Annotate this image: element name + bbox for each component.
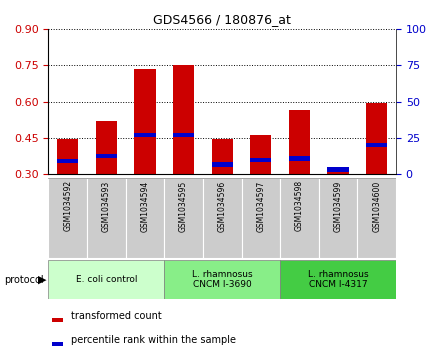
Bar: [366, 103, 387, 174]
Bar: [280, 260, 396, 299]
Bar: [357, 178, 396, 258]
Bar: [87, 178, 126, 258]
Bar: [327, 170, 348, 174]
Text: GSM1034594: GSM1034594: [140, 180, 150, 232]
Bar: [126, 178, 164, 258]
Bar: [57, 159, 78, 163]
Bar: [134, 69, 156, 174]
Bar: [289, 110, 310, 174]
Bar: [327, 167, 348, 172]
Bar: [48, 178, 87, 258]
Text: GSM1034592: GSM1034592: [63, 180, 72, 231]
Text: E. coli control: E. coli control: [76, 275, 137, 284]
Bar: [52, 318, 63, 322]
Bar: [96, 154, 117, 158]
Bar: [164, 260, 280, 299]
Text: L. rhamnosus
CNCM I-4317: L. rhamnosus CNCM I-4317: [308, 270, 368, 289]
Text: percentile rank within the sample: percentile rank within the sample: [71, 335, 236, 345]
Text: ▶: ▶: [37, 274, 46, 285]
Text: GSM1034595: GSM1034595: [179, 180, 188, 232]
Text: GSM1034597: GSM1034597: [257, 180, 265, 232]
Bar: [280, 178, 319, 258]
Bar: [173, 133, 194, 137]
Text: GSM1034598: GSM1034598: [295, 180, 304, 231]
Bar: [250, 135, 271, 174]
Bar: [366, 143, 387, 147]
Bar: [212, 139, 233, 174]
Bar: [289, 156, 310, 161]
Text: GSM1034599: GSM1034599: [334, 180, 343, 232]
Text: GSM1034600: GSM1034600: [372, 180, 381, 232]
Bar: [319, 178, 357, 258]
Text: L. rhamnosus
CNCM I-3690: L. rhamnosus CNCM I-3690: [192, 270, 253, 289]
Text: transformed count: transformed count: [71, 311, 162, 321]
Bar: [57, 139, 78, 174]
Bar: [134, 133, 156, 137]
Title: GDS4566 / 180876_at: GDS4566 / 180876_at: [153, 13, 291, 26]
Text: GSM1034596: GSM1034596: [218, 180, 227, 232]
Bar: [250, 158, 271, 162]
Bar: [96, 121, 117, 174]
Text: protocol: protocol: [4, 274, 44, 285]
Bar: [52, 342, 63, 346]
Bar: [203, 178, 242, 258]
Bar: [48, 260, 164, 299]
Bar: [173, 65, 194, 174]
Bar: [212, 162, 233, 167]
Bar: [164, 178, 203, 258]
Bar: [242, 178, 280, 258]
Text: GSM1034593: GSM1034593: [102, 180, 111, 232]
